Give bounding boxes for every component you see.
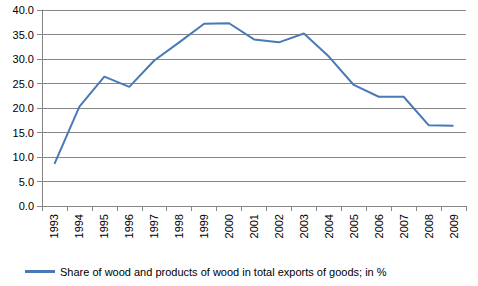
svg-text:1998: 1998 [173, 214, 185, 238]
svg-text:2004: 2004 [323, 214, 335, 238]
svg-text:5.0: 5.0 [19, 176, 34, 188]
svg-text:1997: 1997 [148, 214, 160, 238]
svg-text:30.0: 30.0 [13, 53, 34, 65]
svg-text:2006: 2006 [373, 214, 385, 238]
svg-text:2007: 2007 [398, 214, 410, 238]
svg-text:1993: 1993 [48, 214, 60, 238]
svg-text:0.0: 0.0 [19, 200, 34, 212]
svg-text:20.0: 20.0 [13, 102, 34, 114]
svg-text:1995: 1995 [98, 214, 110, 238]
svg-text:2008: 2008 [423, 214, 435, 238]
svg-text:25.0: 25.0 [13, 78, 34, 90]
svg-text:2003: 2003 [298, 214, 310, 238]
svg-text:1996: 1996 [123, 214, 135, 238]
svg-text:1994: 1994 [73, 214, 85, 238]
svg-text:Share of wood and products of: Share of wood and products of wood in to… [60, 266, 387, 278]
svg-text:2000: 2000 [223, 214, 235, 238]
svg-text:40.0: 40.0 [13, 4, 34, 16]
svg-text:2009: 2009 [448, 214, 460, 238]
svg-text:2002: 2002 [273, 214, 285, 238]
svg-text:15.0: 15.0 [13, 127, 34, 139]
svg-text:35.0: 35.0 [13, 29, 34, 41]
svg-text:2005: 2005 [348, 214, 360, 238]
svg-text:2001: 2001 [248, 214, 260, 238]
svg-text:1999: 1999 [198, 214, 210, 238]
svg-text:10.0: 10.0 [13, 151, 34, 163]
